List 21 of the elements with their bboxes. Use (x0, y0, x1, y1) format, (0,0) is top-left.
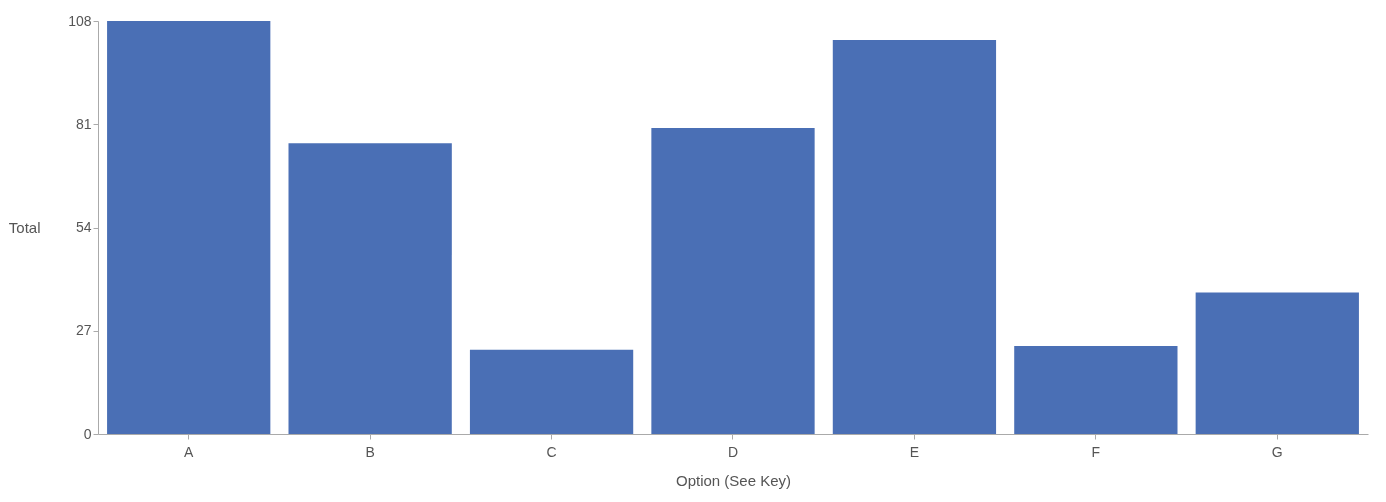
bar (1195, 292, 1359, 434)
x-tick-label: C (546, 443, 557, 460)
x-tick-label: G (1271, 443, 1283, 460)
x-tick-label: B (365, 443, 375, 460)
bar (107, 21, 271, 434)
bar (288, 143, 452, 434)
bar (469, 349, 634, 434)
x-axis-title: Option (See Key) (675, 471, 792, 489)
y-tick-label: 0 (83, 425, 92, 442)
y-tick-label: 81 (75, 115, 92, 132)
x-tick-label: A (184, 443, 195, 460)
bar (832, 40, 997, 434)
x-tick-label: E (909, 443, 920, 460)
bar (1014, 346, 1178, 434)
y-tick-label: 27 (75, 322, 92, 339)
bar (651, 128, 815, 434)
x-tick-label: F (1091, 443, 1101, 460)
y-axis-title: Total (8, 219, 41, 236)
x-tick-label: D (727, 443, 739, 460)
y-tick-label: 54 (75, 219, 92, 235)
y-tick-label: 108 (68, 12, 92, 29)
